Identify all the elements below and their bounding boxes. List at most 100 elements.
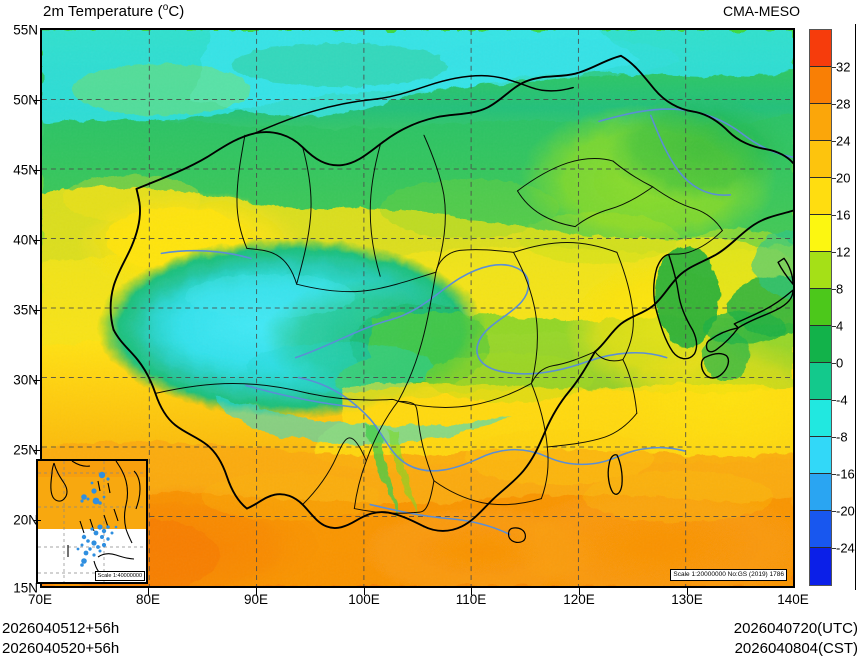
y-axis-tick-35n: 35N: [13, 302, 38, 318]
colorbar-tick-mark: [832, 67, 836, 68]
colorbar-segment: [810, 67, 831, 104]
colorbar-tick-label: 12: [836, 244, 851, 260]
colorbar-tick-label: 0: [836, 355, 844, 371]
footer-init-time-cst: 2026040520+56h: [2, 640, 120, 657]
footer-valid-time-cst: 2026040804(CST): [734, 640, 858, 657]
y-axis-tick-15n: 15N: [13, 580, 38, 596]
y-axis-tick-40n: 40N: [13, 232, 38, 248]
footer-init-time-utc: 2026040512+56h: [2, 620, 120, 637]
japan-coastline: [700, 257, 793, 379]
colorbar-tick-mark: [832, 437, 836, 438]
x-axis-tick-70e: 70E: [27, 592, 53, 607]
x-axis-tick-100e: 100E: [348, 592, 380, 607]
page-title: 2m Temperature (oC): [43, 2, 184, 20]
taiwan-coastline: [607, 454, 623, 495]
south-china-sea-inset-map: Scale 1:40000000: [36, 459, 148, 584]
y-axis-tick-20n: 20N: [13, 512, 38, 528]
colorbar-tick-mark: [832, 141, 836, 142]
degree-symbol: o: [162, 2, 169, 13]
colorbar-segment: [810, 400, 831, 437]
colorbar-tick-label: 20: [836, 170, 851, 186]
page-title-text: 2m Temperature (: [43, 3, 163, 20]
china-national-border: [109, 54, 793, 532]
map-plot-area[interactable]: Scale 1:20000000 No:GS (2019) 1786: [40, 28, 795, 588]
y-axis-tick-25n: 25N: [13, 442, 38, 458]
colorbar-tick-mark: [832, 326, 836, 327]
colorbar-tick-label: -16: [836, 466, 855, 482]
colorbar-segment: [810, 215, 831, 252]
colorbar-segment: [810, 30, 831, 67]
x-axis-tick-90e: 90E: [243, 592, 269, 607]
administrative-boundaries: [109, 54, 793, 543]
colorbar-tick-label: 24: [836, 133, 851, 149]
colorbar-tick-label: 28: [836, 96, 851, 112]
colorbar-tick-label: -20: [836, 503, 855, 519]
colorbar-segment: [810, 474, 831, 511]
colorbar-segment: [810, 511, 831, 548]
colorbar-tick-mark: [832, 252, 836, 253]
colorbar-tick-mark: [832, 548, 836, 549]
colorbar-tick-mark: [832, 289, 836, 290]
rivers: [160, 108, 793, 536]
x-axis-tick-110e: 110E: [455, 592, 487, 607]
y-tick-mark: [34, 450, 41, 451]
province-borders: [154, 134, 723, 514]
colorbar-tick-mark: [832, 363, 836, 364]
colorbar-tick-label: -8: [836, 429, 848, 445]
colorbar-segment: [810, 548, 831, 585]
colorbar-tick-mark: [832, 511, 836, 512]
colorbar-tick-mark: [832, 215, 836, 216]
x-tick-mark: [579, 588, 580, 595]
graticule: [42, 30, 793, 586]
x-axis-tick-80e: 80E: [135, 592, 161, 607]
page-title-unit: C): [168, 3, 185, 20]
y-tick-mark: [34, 100, 41, 101]
x-axis-tick-130e: 130E: [671, 592, 703, 607]
y-tick-mark: [34, 380, 41, 381]
colorbar-tick-label: -24: [836, 540, 855, 556]
footer-valid-time-utc: 2026040720(UTC): [733, 620, 858, 637]
colorbar-segment: [810, 252, 831, 289]
colorbar-segment: [810, 437, 831, 474]
colorbar-tick-mark: [832, 104, 836, 105]
x-tick-mark: [471, 588, 472, 595]
map-scale-stamp: Scale 1:20000000 No:GS (2019) 1786: [670, 569, 787, 581]
colorbar-segment: [810, 104, 831, 141]
colorbar-tick-label: 32: [836, 59, 851, 75]
inset-field: [38, 461, 146, 582]
colorbar-tick-mark: [832, 178, 836, 179]
y-axis-tick-30n: 30N: [13, 372, 38, 388]
mongolia-border: [254, 74, 574, 135]
korea-coastline: [653, 253, 698, 360]
colorbar-tick-label: 4: [836, 318, 844, 334]
x-tick-mark: [364, 588, 365, 595]
inset-scale-stamp: Scale 1:40000000: [94, 571, 145, 581]
y-tick-mark: [34, 310, 41, 311]
colorbar-segment: [810, 326, 831, 363]
x-axis-tick-120e: 120E: [563, 592, 595, 607]
colorbar-segment: [810, 178, 831, 215]
y-tick-mark: [34, 520, 41, 521]
x-tick-mark: [256, 588, 257, 595]
colorbar-tick-label: 8: [836, 281, 844, 297]
colorbar-segment: [810, 363, 831, 400]
x-tick-mark: [687, 588, 688, 595]
temperature-field: [42, 30, 793, 586]
y-axis-tick-45n: 45N: [13, 162, 38, 178]
y-axis-tick-50n: 50N: [13, 92, 38, 108]
y-tick-mark: [34, 170, 41, 171]
colorbar-tick-mark: [832, 400, 836, 401]
colorbar-tick-label: -4: [836, 392, 848, 408]
colorbar-tick-label: 16: [836, 207, 851, 223]
colorbar-outer-frame: [855, 24, 856, 590]
colorbar-tick-mark: [832, 474, 836, 475]
x-tick-mark: [148, 588, 149, 595]
colorbar-segment: [810, 141, 831, 178]
x-axis-tick-140e: 140E: [777, 592, 809, 607]
y-axis-tick-55n: 55N: [13, 22, 38, 38]
y-tick-mark: [34, 240, 41, 241]
colorbar-segment: [810, 289, 831, 326]
hainan-coastline: [507, 527, 527, 543]
colorbar[interactable]: [809, 29, 832, 586]
